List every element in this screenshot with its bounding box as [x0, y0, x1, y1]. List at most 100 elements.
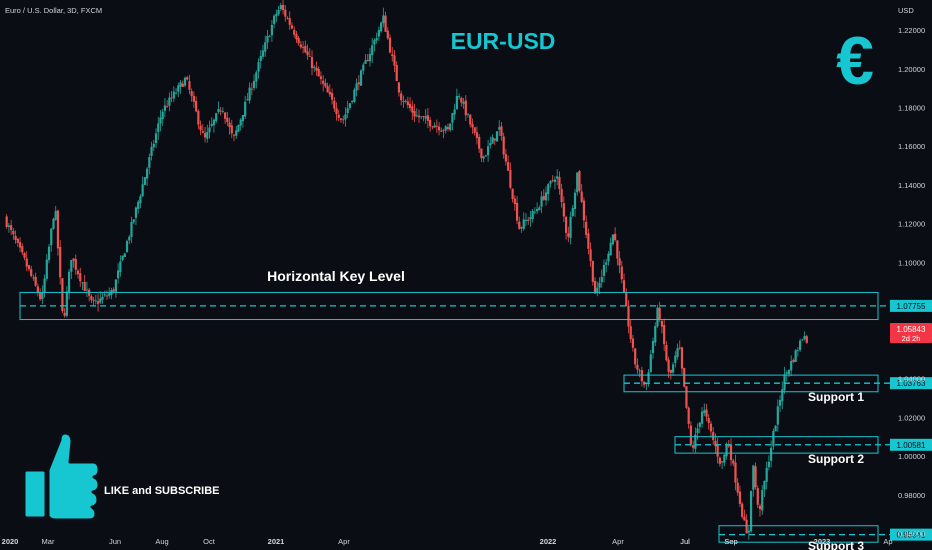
candle-body	[357, 82, 360, 85]
candle-body	[600, 276, 603, 283]
candle-body	[34, 276, 37, 286]
candle-body	[252, 80, 256, 89]
candle-body	[317, 68, 320, 77]
candle-body	[145, 168, 149, 179]
candle-body	[763, 481, 766, 490]
candle-body	[306, 51, 309, 56]
candle-body	[393, 55, 396, 66]
currency-label: USD	[898, 6, 914, 15]
candle-body	[47, 246, 51, 261]
candle-body	[544, 192, 548, 201]
candle-body	[41, 292, 44, 300]
candle-body	[564, 216, 568, 233]
candle-body	[45, 259, 48, 279]
candle-body	[449, 123, 452, 131]
candle-body	[302, 47, 305, 48]
candle-body	[540, 196, 543, 207]
candle-body	[330, 92, 334, 100]
candle-body	[620, 266, 623, 280]
candle-body	[536, 208, 539, 212]
candle-body	[10, 225, 13, 230]
candle-body	[70, 259, 73, 272]
time-tick-label: Apr	[612, 537, 624, 546]
candle-body	[90, 296, 93, 300]
candle-body	[493, 138, 496, 141]
last-price-value: 1.05843	[897, 325, 926, 334]
candle-body	[542, 196, 545, 200]
candle-body	[295, 34, 298, 40]
candle-body	[121, 255, 124, 261]
candle-body	[310, 57, 314, 69]
candle-body	[752, 465, 755, 490]
price-tick-label: 0.96000	[898, 529, 925, 538]
candle-body	[36, 286, 39, 294]
candle-body	[573, 192, 577, 210]
candle-body	[208, 127, 211, 133]
candle-body	[473, 127, 476, 133]
candle-body	[660, 320, 664, 327]
candle-body	[119, 261, 122, 273]
time-tick-label: Sep	[724, 537, 737, 546]
candle-body	[411, 106, 414, 113]
candle-body	[259, 55, 262, 62]
candle-body	[137, 201, 140, 209]
candle-body	[709, 423, 713, 432]
candle-body	[631, 338, 635, 348]
candle-body	[805, 336, 808, 343]
time-tick-label: Mar	[42, 537, 55, 546]
candle-body	[522, 219, 525, 229]
candle-body	[718, 457, 721, 464]
candle-body	[67, 271, 71, 293]
candle-body	[139, 196, 142, 204]
candle-body	[515, 202, 519, 221]
candle-body	[738, 491, 742, 504]
candle-body	[732, 460, 735, 464]
candle-body	[799, 340, 802, 350]
candle-body	[27, 265, 31, 270]
candle-body	[16, 238, 19, 243]
candle-body	[96, 301, 100, 304]
level-zone	[718, 525, 879, 543]
candle-body	[384, 15, 387, 32]
candle-body	[346, 108, 349, 114]
candle-body	[669, 370, 672, 373]
candle-body	[520, 227, 523, 229]
candle-body	[183, 77, 187, 86]
candle-body	[150, 146, 153, 156]
candle-body	[458, 96, 461, 98]
time-tick-label: Sep	[724, 537, 737, 546]
candle-body	[562, 203, 565, 217]
candle-body	[61, 278, 64, 312]
time-tick-label: 2021	[268, 537, 285, 546]
candle-body	[727, 445, 730, 447]
candle-body	[12, 230, 15, 235]
price-tick-label: 1.18000	[898, 104, 925, 113]
candle-body	[333, 100, 336, 109]
candle-body	[351, 100, 354, 103]
candle-body	[199, 125, 202, 131]
candle-body	[502, 136, 505, 155]
chart-title: EUR-USD	[451, 28, 556, 54]
candle-body	[268, 36, 271, 38]
candle-body	[335, 108, 338, 115]
candle-body	[422, 116, 425, 117]
candle-body	[206, 131, 209, 139]
candle-body	[593, 281, 597, 294]
candle-body	[201, 131, 204, 133]
candle-body	[359, 70, 363, 86]
candle-body	[83, 281, 86, 291]
candle-body	[21, 246, 24, 253]
candle-body	[168, 97, 171, 106]
candle-body	[18, 242, 22, 248]
candle-body	[402, 101, 405, 103]
candle-body	[14, 235, 17, 241]
candle-body	[344, 114, 347, 120]
candle-body	[622, 280, 626, 293]
candle-body	[680, 347, 684, 369]
candle-body	[304, 45, 307, 53]
candle-body	[729, 444, 733, 461]
candle-body	[132, 219, 135, 223]
candle-body	[614, 233, 617, 241]
